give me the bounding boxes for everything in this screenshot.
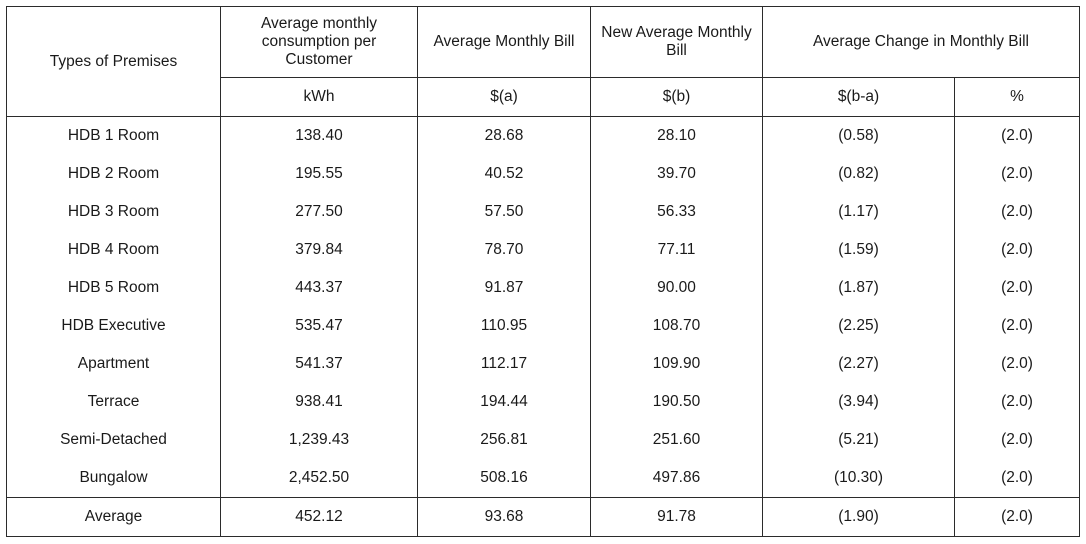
average-b: 91.78 <box>590 497 763 537</box>
cell-a: 508.16 <box>417 459 591 498</box>
cell-a: 110.95 <box>417 307 591 345</box>
cell-kwh: 443.37 <box>220 269 418 307</box>
cell-type: HDB 3 Room <box>6 193 221 231</box>
cell-pct: (2.0) <box>954 155 1080 193</box>
cell-pct: (2.0) <box>954 231 1080 269</box>
cell-pct: (2.0) <box>954 459 1080 498</box>
table-row: Apartment 541.37 112.17 109.90 (2.27) (2… <box>6 345 1080 383</box>
header-average-change: Average Change in Monthly Bill <box>762 6 1080 78</box>
cell-type: HDB 4 Room <box>6 231 221 269</box>
header-row: Types of Premises Average monthly consum… <box>6 6 1080 117</box>
cell-kwh: 535.47 <box>220 307 418 345</box>
table-row: HDB 5 Room 443.37 91.87 90.00 (1.87) (2.… <box>6 269 1080 307</box>
cell-a: 256.81 <box>417 421 591 459</box>
cell-ba: (1.87) <box>762 269 955 307</box>
header-new-average-monthly-bill: New Average Monthly Bill <box>590 6 763 78</box>
cell-b: 109.90 <box>590 345 763 383</box>
table-row: HDB Executive 535.47 110.95 108.70 (2.25… <box>6 307 1080 345</box>
cell-kwh: 1,239.43 <box>220 421 418 459</box>
header-types-of-premises: Types of Premises <box>6 6 221 117</box>
cell-type: HDB 2 Room <box>6 155 221 193</box>
cell-b: 56.33 <box>590 193 763 231</box>
cell-pct: (2.0) <box>954 383 1080 421</box>
tariff-table: Types of Premises Average monthly consum… <box>6 6 1080 537</box>
cell-ba: (0.82) <box>762 155 955 193</box>
cell-a: 40.52 <box>417 155 591 193</box>
cell-ba: (2.25) <box>762 307 955 345</box>
cell-type: Apartment <box>6 345 221 383</box>
cell-type: Semi-Detached <box>6 421 221 459</box>
cell-b: 497.86 <box>590 459 763 498</box>
cell-kwh: 2,452.50 <box>220 459 418 498</box>
average-pct: (2.0) <box>954 497 1080 537</box>
cell-a: 78.70 <box>417 231 591 269</box>
cell-a: 112.17 <box>417 345 591 383</box>
table-row: HDB 1 Room 138.40 28.68 28.10 (0.58) (2.… <box>6 116 1080 155</box>
table-row: HDB 4 Room 379.84 78.70 77.11 (1.59) (2.… <box>6 231 1080 269</box>
unit-percent: % <box>954 77 1080 117</box>
cell-b: 28.10 <box>590 116 763 155</box>
cell-b: 90.00 <box>590 269 763 307</box>
cell-pct: (2.0) <box>954 421 1080 459</box>
cell-pct: (2.0) <box>954 345 1080 383</box>
cell-ba: (1.17) <box>762 193 955 231</box>
cell-type: Terrace <box>6 383 221 421</box>
cell-pct: (2.0) <box>954 307 1080 345</box>
unit-b-minus-a: $(b-a) <box>762 77 955 117</box>
cell-b: 77.11 <box>590 231 763 269</box>
cell-kwh: 938.41 <box>220 383 418 421</box>
cell-type: Bungalow <box>6 459 221 498</box>
cell-type: HDB 1 Room <box>6 116 221 155</box>
unit-a: $(a) <box>417 77 591 117</box>
tariff-table-container: Types of Premises Average monthly consum… <box>6 6 1080 537</box>
average-row: Average 452.12 93.68 91.78 (1.90) (2.0) <box>6 497 1080 537</box>
table-row: Semi-Detached 1,239.43 256.81 251.60 (5.… <box>6 421 1080 459</box>
cell-a: 91.87 <box>417 269 591 307</box>
cell-ba: (0.58) <box>762 116 955 155</box>
cell-kwh: 277.50 <box>220 193 418 231</box>
cell-ba: (3.94) <box>762 383 955 421</box>
cell-pct: (2.0) <box>954 269 1080 307</box>
average-kwh: 452.12 <box>220 497 418 537</box>
cell-type: HDB Executive <box>6 307 221 345</box>
cell-kwh: 138.40 <box>220 116 418 155</box>
header-average-monthly-bill: Average Monthly Bill <box>417 6 591 78</box>
cell-b: 39.70 <box>590 155 763 193</box>
cell-ba: (10.30) <box>762 459 955 498</box>
cell-a: 194.44 <box>417 383 591 421</box>
table-row: Bungalow 2,452.50 508.16 497.86 (10.30) … <box>6 459 1080 498</box>
average-label: Average <box>6 497 221 537</box>
unit-b: $(b) <box>590 77 763 117</box>
cell-b: 190.50 <box>590 383 763 421</box>
cell-type: HDB 5 Room <box>6 269 221 307</box>
cell-kwh: 379.84 <box>220 231 418 269</box>
cell-a: 57.50 <box>417 193 591 231</box>
table-row: Terrace 938.41 194.44 190.50 (3.94) (2.0… <box>6 383 1080 421</box>
unit-kwh: kWh <box>220 77 418 117</box>
units-row: kWh $(a) $(b) $(b-a) % <box>7 77 1080 117</box>
header-consumption: Average monthly consumption per Customer <box>220 6 418 78</box>
table-row: HDB 2 Room 195.55 40.52 39.70 (0.82) (2.… <box>6 155 1080 193</box>
cell-b: 251.60 <box>590 421 763 459</box>
cell-kwh: 541.37 <box>220 345 418 383</box>
cell-ba: (1.59) <box>762 231 955 269</box>
cell-b: 108.70 <box>590 307 763 345</box>
cell-pct: (2.0) <box>954 193 1080 231</box>
average-a: 93.68 <box>417 497 591 537</box>
cell-kwh: 195.55 <box>220 155 418 193</box>
cell-pct: (2.0) <box>954 116 1080 155</box>
average-ba: (1.90) <box>762 497 955 537</box>
cell-a: 28.68 <box>417 116 591 155</box>
cell-ba: (2.27) <box>762 345 955 383</box>
table-row: HDB 3 Room 277.50 57.50 56.33 (1.17) (2.… <box>6 193 1080 231</box>
cell-ba: (5.21) <box>762 421 955 459</box>
